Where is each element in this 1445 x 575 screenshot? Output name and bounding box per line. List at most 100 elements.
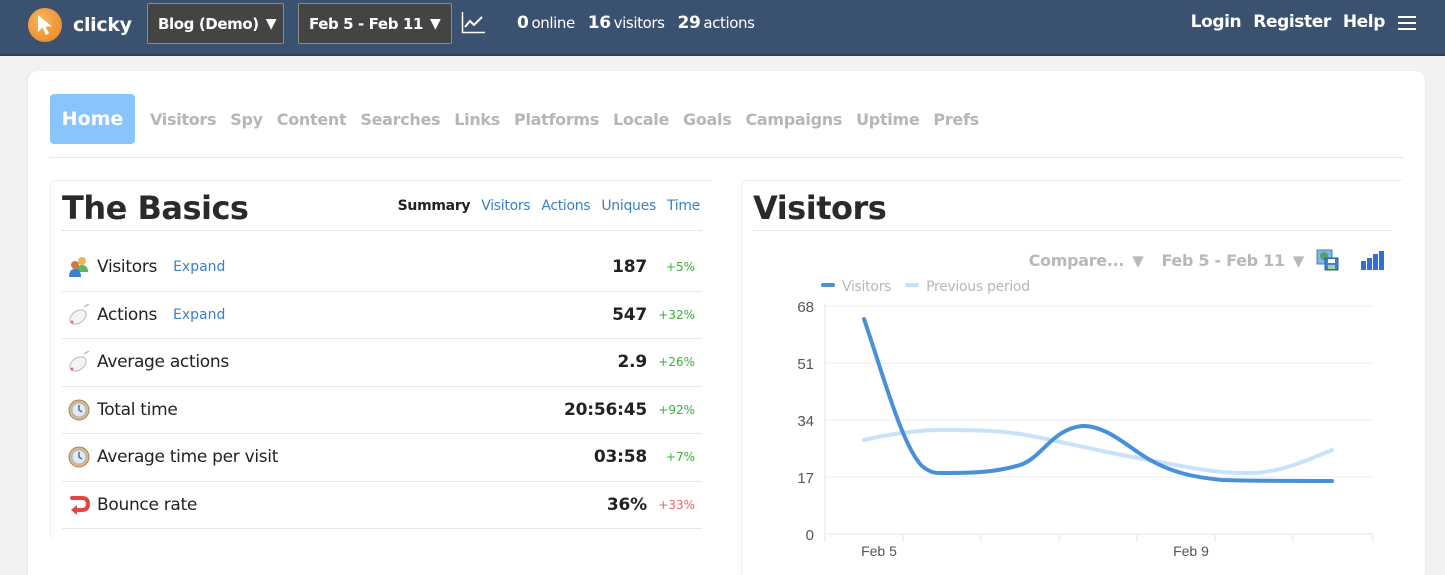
- main-card: Home Visitors Spy Content Searches Links…: [28, 71, 1425, 575]
- site-dropdown-label: Blog (Demo): [158, 14, 259, 33]
- svg-text:68: 68: [797, 299, 814, 316]
- stat-visitors[interactable]: 16 visitors: [587, 13, 665, 33]
- svg-text:17: 17: [797, 470, 814, 487]
- row-change: +26%: [658, 355, 695, 370]
- tab-campaigns[interactable]: Campaigns: [745, 109, 843, 129]
- row-change: +33%: [658, 497, 695, 512]
- basics-table: Visitors Expand 187 +5% Actions Expand 5…: [62, 244, 702, 529]
- table-row: Total time 20:56:45 +92%: [62, 387, 702, 434]
- svg-text:34: 34: [797, 413, 814, 430]
- mouse-icon: [67, 350, 91, 374]
- tab-platforms[interactable]: Platforms: [514, 109, 600, 129]
- table-row: Actions Expand 547 +32%: [62, 292, 702, 339]
- chevron-down-icon: ▼: [1292, 251, 1305, 270]
- site-dropdown[interactable]: Blog (Demo) ▼: [147, 3, 284, 44]
- svg-text:Feb 9: Feb 9: [1173, 543, 1209, 559]
- bar-chart-icon[interactable]: [1360, 250, 1384, 270]
- clock-icon: [67, 445, 91, 469]
- visitors-icon: [67, 255, 91, 279]
- subtab-time[interactable]: Time: [666, 198, 700, 214]
- logo[interactable]: clicky: [28, 8, 132, 42]
- row-label: Total time: [97, 399, 178, 420]
- series-previous-period-line: [862, 427, 1334, 476]
- row-label: Bounce rate: [97, 494, 198, 515]
- svg-text:Feb 5: Feb 5: [861, 543, 897, 559]
- row-change: +32%: [658, 307, 695, 322]
- login-link[interactable]: Login: [1190, 12, 1242, 32]
- subtab-actions[interactable]: Actions: [541, 198, 591, 214]
- stat-online[interactable]: 0 online: [517, 13, 575, 33]
- tab-home[interactable]: Home: [50, 94, 135, 144]
- tab-prefs[interactable]: Prefs: [933, 109, 979, 129]
- basics-subtabs: Summary Visitors Actions Uniques Time: [397, 198, 701, 214]
- save-image-icon[interactable]: [1316, 249, 1340, 271]
- series-visitors-line: [862, 317, 1334, 483]
- y-tick-labels: 68 51 34 17 0: [797, 299, 814, 544]
- chart-controls: Compare... ▼ Feb 5 - Feb 11 ▼: [1029, 249, 1384, 271]
- tab-links[interactable]: Links: [454, 109, 501, 129]
- account-links: Login Register Help: [1190, 12, 1386, 32]
- mouse-icon: [67, 303, 91, 327]
- row-change: +7%: [665, 450, 695, 465]
- expand-actions-link[interactable]: Expand: [173, 306, 226, 323]
- tab-visitors[interactable]: Visitors: [150, 109, 217, 129]
- help-link[interactable]: Help: [1342, 12, 1386, 32]
- logo-text: clicky: [73, 14, 132, 36]
- tab-locale[interactable]: Locale: [613, 109, 670, 129]
- title-divider: [62, 230, 702, 231]
- chart-date-dropdown[interactable]: Feb 5 - Feb 11 ▼: [1161, 250, 1305, 270]
- chevron-down-icon: ▼: [1132, 251, 1144, 270]
- visitors-line-chart: 68 51 34 17 0 Feb 5 Feb 9: [797, 299, 1374, 559]
- table-row: Bounce rate 36% +33%: [62, 482, 702, 529]
- cursor-logo-icon: [28, 8, 62, 42]
- row-change: +5%: [665, 260, 695, 275]
- chevron-down-icon: ▼: [265, 15, 277, 32]
- register-link[interactable]: Register: [1253, 12, 1331, 32]
- tab-goals[interactable]: Goals: [683, 109, 732, 129]
- row-value: 20:56:45: [564, 399, 647, 420]
- row-label: Average time per visit: [97, 447, 279, 468]
- main-nav: Home Visitors Spy Content Searches Links…: [50, 94, 993, 144]
- clock-icon: [67, 398, 91, 422]
- menu-icon[interactable]: [1398, 16, 1416, 30]
- svg-text:51: 51: [797, 356, 814, 373]
- chart-legend: Visitors Previous period: [821, 279, 1030, 295]
- bounce-icon: [67, 493, 91, 517]
- realtime-stats[interactable]: 0 online 16 visitors 29 actions: [517, 13, 755, 33]
- date-range-label: Feb 5 - Feb 11: [309, 14, 423, 33]
- trend-chart-icon[interactable]: [461, 12, 485, 34]
- row-label: Visitors: [97, 257, 158, 278]
- subtab-summary[interactable]: Summary: [397, 198, 471, 214]
- date-range-dropdown[interactable]: Feb 5 - Feb 11 ▼: [298, 3, 452, 44]
- basics-panel: The Basics Summary Visitors Actions Uniq…: [50, 180, 712, 540]
- row-value: 2.9: [617, 352, 647, 373]
- expand-visitors-link[interactable]: Expand: [173, 259, 226, 276]
- legend-visitors[interactable]: Visitors: [821, 279, 891, 295]
- tab-spy[interactable]: Spy: [230, 109, 263, 129]
- nav-divider: [50, 157, 1403, 158]
- tab-content[interactable]: Content: [276, 109, 347, 129]
- y-gridlines: [825, 305, 1373, 478]
- legend-previous-period[interactable]: Previous period: [905, 279, 1030, 295]
- title-divider: [753, 230, 1391, 231]
- basics-title: The Basics: [62, 189, 249, 227]
- tab-searches[interactable]: Searches: [360, 109, 441, 129]
- stat-actions[interactable]: 29 actions: [677, 13, 755, 33]
- table-row: Visitors Expand 187 +5%: [62, 244, 702, 292]
- table-row: Average actions 2.9 +26%: [62, 339, 702, 387]
- visitors-title: Visitors: [753, 189, 887, 227]
- subtab-uniques[interactable]: Uniques: [601, 198, 656, 214]
- row-label: Average actions: [97, 352, 229, 373]
- subtab-visitors[interactable]: Visitors: [481, 198, 531, 214]
- tab-uptime[interactable]: Uptime: [856, 109, 920, 129]
- row-value: 547: [612, 304, 647, 325]
- table-row: Average time per visit 03:58 +7%: [62, 434, 702, 482]
- row-value: 36%: [606, 494, 647, 515]
- row-value: 03:58: [593, 447, 647, 468]
- x-ticks: [824, 534, 1374, 542]
- chevron-down-icon: ▼: [429, 15, 441, 32]
- x-tick-labels: Feb 5 Feb 9: [861, 543, 1209, 559]
- row-label: Actions: [97, 304, 157, 325]
- compare-dropdown[interactable]: Compare... ▼: [1028, 250, 1144, 270]
